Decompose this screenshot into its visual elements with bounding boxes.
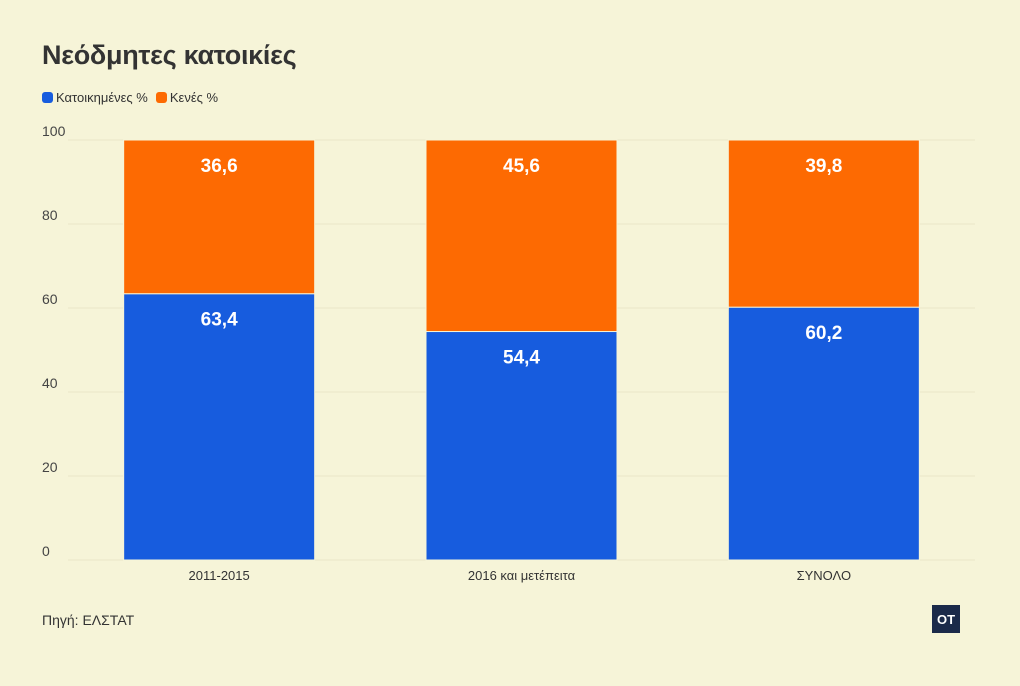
source-note: Πηγή: ΕΛΣΤΑΤ xyxy=(42,612,135,628)
data-label: 54,4 xyxy=(503,348,540,369)
y-tick-label: 100 xyxy=(42,123,66,139)
bar-segment xyxy=(425,139,618,333)
legend-label-occupied: Κατοικημένες % xyxy=(56,90,148,105)
legend: Κατοικημένες % Κενές % xyxy=(42,90,226,105)
y-tick-label: 60 xyxy=(42,291,58,307)
bar-segment xyxy=(123,293,316,561)
bar-segment xyxy=(727,139,920,308)
y-tick-label: 40 xyxy=(42,375,58,391)
ot-logo: OT xyxy=(932,605,960,633)
y-tick-label: 80 xyxy=(42,207,58,223)
legend-swatch-occupied xyxy=(42,92,53,103)
data-label: 63,4 xyxy=(201,310,238,331)
legend-label-vacant: Κενές % xyxy=(169,90,219,105)
chart-title: Νεόδμητες κατοικίες xyxy=(42,40,297,70)
y-tick-label: 0 xyxy=(42,543,50,559)
bar-segment xyxy=(425,331,618,561)
data-label: 36,6 xyxy=(201,156,238,177)
x-tick-label: 2011-2015 xyxy=(189,568,250,583)
x-tick-label: 2016 και μετέπειτα xyxy=(468,568,576,583)
data-label: 60,2 xyxy=(805,323,842,344)
bar-segment xyxy=(123,139,316,295)
legend-swatch-vacant xyxy=(155,92,167,103)
legend-item-vacant[interactable]: Κενές % xyxy=(155,90,219,105)
y-tick-label: 20 xyxy=(42,459,58,475)
data-label: 45,6 xyxy=(503,156,540,177)
data-label: 39,8 xyxy=(805,156,842,177)
x-tick-label: ΣΥΝΟΛΟ xyxy=(797,568,852,583)
legend-item-occupied[interactable]: Κατοικημένες % xyxy=(42,90,148,105)
bar-segment xyxy=(727,306,920,561)
